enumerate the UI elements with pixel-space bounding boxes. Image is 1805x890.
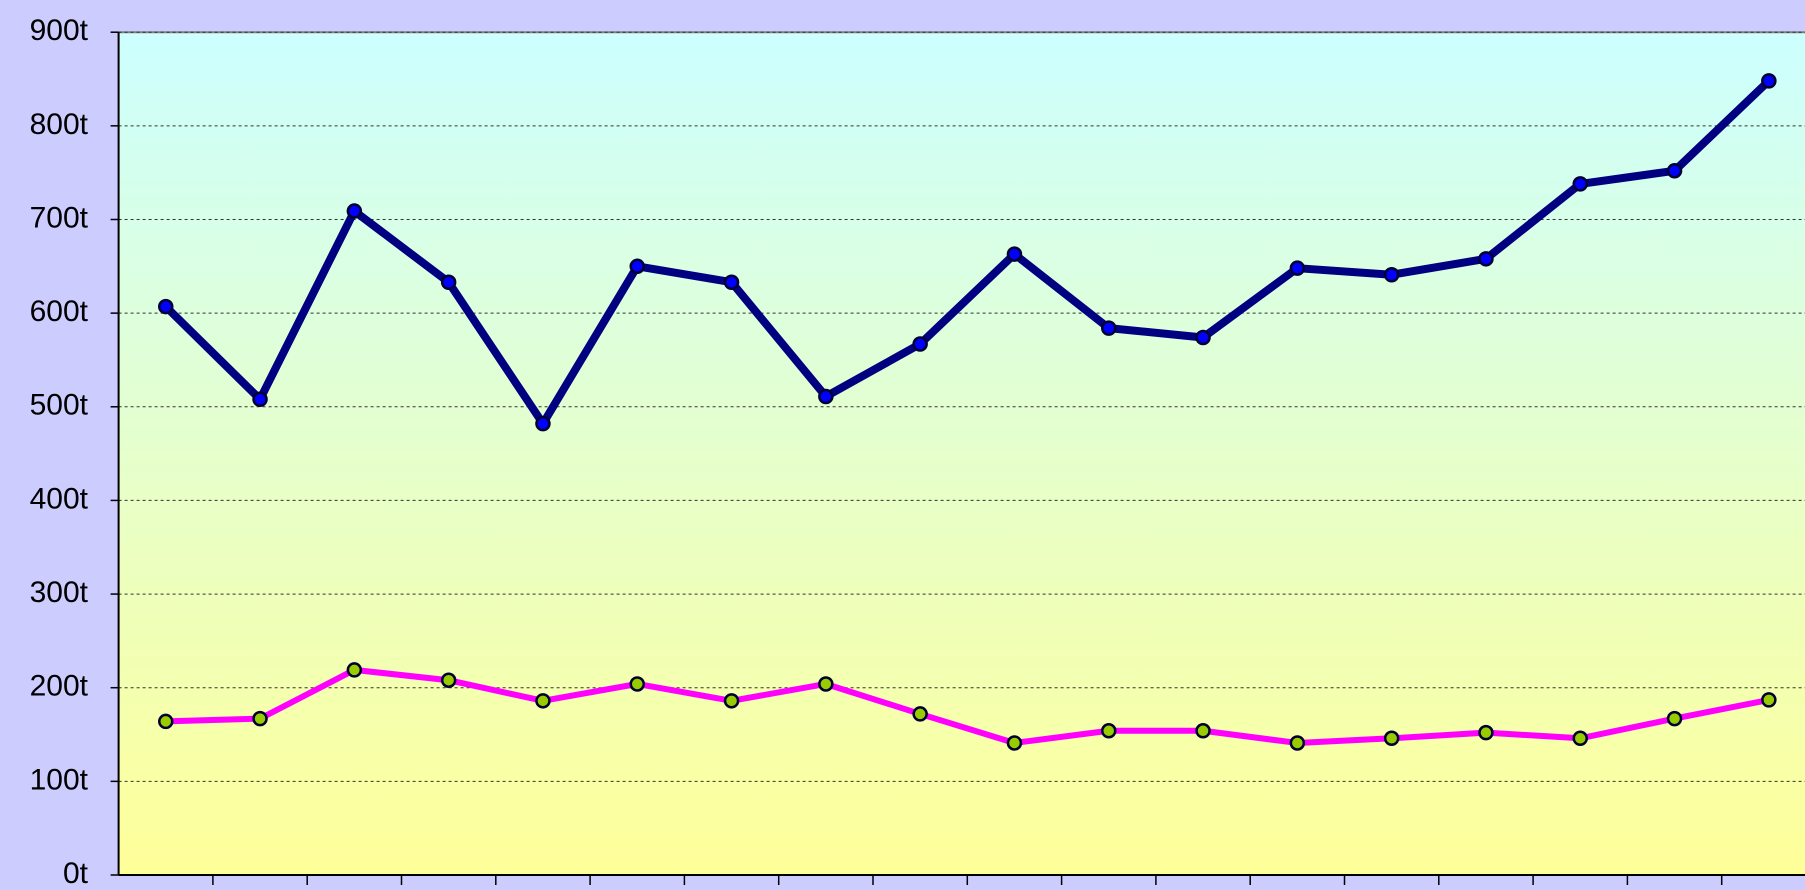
data-point bbox=[818, 388, 834, 405]
data-point bbox=[1383, 266, 1400, 283]
data-point bbox=[723, 274, 740, 290]
data-point bbox=[252, 391, 268, 408]
data-point bbox=[252, 710, 268, 727]
series-line bbox=[165, 666, 1770, 746]
y-tick-label: 800t bbox=[30, 108, 89, 141]
data-point bbox=[1383, 730, 1400, 747]
data-point bbox=[440, 672, 457, 688]
data-point bbox=[535, 693, 551, 709]
data-point bbox=[818, 676, 834, 692]
y-tick-label: 700t bbox=[30, 201, 89, 234]
data-point bbox=[158, 713, 174, 730]
y-tick-label: 600t bbox=[30, 295, 89, 328]
data-point bbox=[1101, 723, 1117, 739]
data-point bbox=[1101, 320, 1117, 336]
data-point bbox=[629, 676, 645, 692]
data-point bbox=[629, 258, 645, 275]
data-point bbox=[1195, 329, 1211, 346]
data-point bbox=[158, 298, 174, 315]
data-point bbox=[1006, 246, 1023, 262]
y-tick-label: 900t bbox=[30, 14, 89, 47]
y-tick-label: 0t bbox=[63, 857, 89, 890]
data-point bbox=[912, 706, 928, 722]
data-point bbox=[1006, 735, 1023, 751]
data-point bbox=[1289, 260, 1306, 276]
plot-area bbox=[118, 32, 1805, 875]
y-tick-label: 400t bbox=[30, 482, 89, 515]
data-point bbox=[1666, 710, 1683, 727]
data-point bbox=[1761, 73, 1777, 89]
data-point bbox=[1289, 735, 1306, 751]
data-point bbox=[1666, 163, 1683, 179]
data-point bbox=[440, 274, 457, 290]
data-point bbox=[535, 415, 551, 432]
y-tick-label: 300t bbox=[30, 576, 89, 609]
y-tick-label: 500t bbox=[30, 389, 89, 422]
series-line bbox=[162, 77, 1772, 428]
y-tick-label: 100t bbox=[30, 763, 89, 796]
data-point bbox=[1478, 251, 1494, 267]
data-point bbox=[346, 662, 363, 678]
y-tick-label: 200t bbox=[30, 670, 89, 703]
data-point bbox=[1572, 176, 1588, 192]
data-point bbox=[346, 203, 363, 219]
data-point bbox=[1478, 724, 1494, 741]
data-point bbox=[723, 693, 740, 709]
data-point bbox=[1572, 730, 1588, 747]
data-point bbox=[912, 336, 928, 352]
data-point bbox=[1761, 692, 1777, 708]
data-point bbox=[1195, 723, 1211, 739]
